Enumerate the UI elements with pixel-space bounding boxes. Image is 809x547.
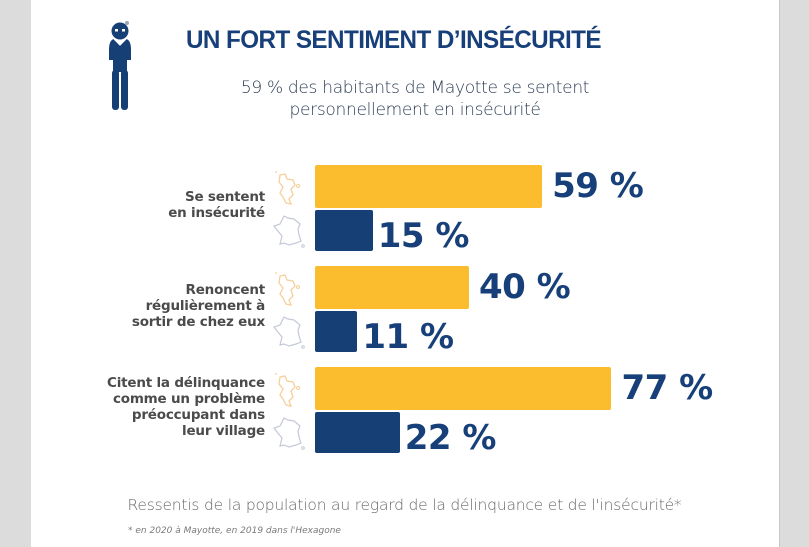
page-subtitle: 59 % des habitants de Mayotte se sentent…: [190, 77, 640, 121]
mayotte-map-icon: [271, 270, 305, 308]
mayotte-value-label: 77 %: [621, 368, 713, 408]
france-map-icon: [271, 414, 305, 452]
worried-person-icon: [109, 21, 131, 110]
mayotte-bar: [315, 266, 469, 309]
chart-footnote: * en 2020 à Mayotte, en 2019 dans l'Hexa…: [128, 526, 341, 536]
mayotte-value-label: 59 %: [552, 166, 644, 206]
card-edge: [779, 0, 780, 547]
category-label-line: leur village: [182, 423, 265, 439]
category-label: Se sentent en insécurité: [168, 189, 265, 221]
mayotte-map-icon: [271, 371, 305, 409]
mayotte-bar: [315, 165, 543, 208]
category-label: Renoncent régulièrement à sortir de chez e…: [132, 282, 265, 330]
hexagone-bar: [315, 311, 358, 352]
mayotte-map-icon: [271, 169, 305, 207]
category-label: Citent la délinquance comme un problème pr…: [107, 375, 265, 439]
category-label-line: Renoncent: [185, 282, 266, 298]
category-label-line: comme un problème: [112, 391, 265, 407]
category-label-line: régulièrement à: [145, 298, 266, 314]
subtitle-line-2: personnellement en insécurité: [289, 100, 541, 120]
mayotte-value-label: 40 %: [479, 267, 571, 307]
hexagone-value-label: 11 %: [362, 317, 454, 357]
hexagone-bar: [315, 210, 373, 251]
hexagone-bar: [315, 412, 400, 453]
subtitle-line-1: 59 % des habitants de Mayotte se sentent: [240, 78, 590, 98]
category-label-line: sortir de chez eux: [131, 314, 265, 330]
page-title: UN FORT SENTIMENT D’INSÉCURITÉ: [186, 26, 602, 54]
hexagone-value-label: 15 %: [377, 216, 470, 256]
mayotte-bar: [315, 367, 612, 410]
chart-caption: Ressentis de la population au regard de …: [127, 496, 682, 514]
hexagone-value-label: 22 %: [404, 418, 497, 458]
france-map-icon: [271, 212, 305, 250]
france-map-icon: [271, 313, 305, 351]
category-label-line: Citent la délinquance: [107, 375, 265, 391]
category-label-line: en insécurité: [168, 205, 265, 221]
category-label-line: Se sentent: [184, 189, 265, 205]
category-label-line: préoccupant dans: [131, 407, 265, 423]
